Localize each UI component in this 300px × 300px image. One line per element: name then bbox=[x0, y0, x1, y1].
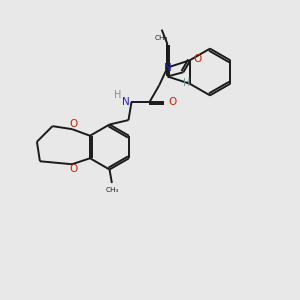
Text: CH₃: CH₃ bbox=[105, 187, 119, 193]
Text: N: N bbox=[122, 97, 130, 107]
Text: O: O bbox=[168, 97, 177, 107]
Text: O: O bbox=[69, 119, 77, 129]
Text: CH₃: CH₃ bbox=[155, 35, 168, 41]
Text: O: O bbox=[193, 54, 201, 64]
Text: O: O bbox=[69, 164, 77, 174]
Text: N: N bbox=[164, 62, 171, 73]
Text: H: H bbox=[114, 91, 122, 100]
Text: H: H bbox=[183, 78, 190, 88]
